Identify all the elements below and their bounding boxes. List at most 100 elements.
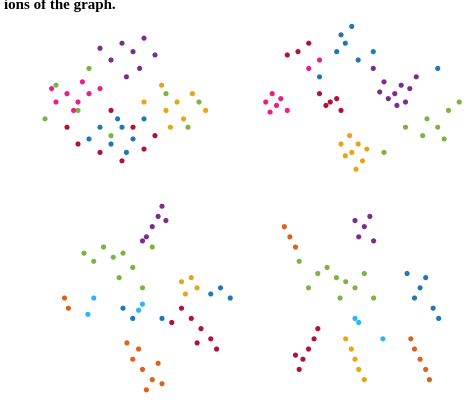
point bbox=[188, 315, 194, 321]
point bbox=[159, 315, 165, 321]
point bbox=[203, 107, 209, 113]
point-series bbox=[343, 336, 367, 383]
point bbox=[316, 57, 323, 63]
point bbox=[278, 96, 284, 102]
point bbox=[141, 146, 147, 152]
point bbox=[424, 116, 430, 122]
point bbox=[185, 124, 191, 130]
point bbox=[119, 158, 125, 164]
point bbox=[130, 136, 136, 142]
point bbox=[359, 158, 366, 164]
point bbox=[370, 65, 376, 71]
point bbox=[174, 99, 180, 105]
point bbox=[143, 387, 149, 393]
point bbox=[149, 224, 155, 230]
point bbox=[159, 82, 165, 88]
point bbox=[334, 49, 340, 55]
point bbox=[75, 141, 81, 147]
point bbox=[353, 166, 359, 172]
point-series bbox=[281, 224, 432, 383]
point bbox=[323, 102, 329, 108]
point-series bbox=[338, 133, 370, 172]
point bbox=[441, 136, 447, 142]
point bbox=[267, 109, 273, 115]
point bbox=[316, 91, 323, 97]
point bbox=[85, 311, 91, 317]
point bbox=[149, 377, 155, 383]
point bbox=[349, 149, 355, 155]
point bbox=[139, 238, 146, 244]
point bbox=[61, 295, 68, 301]
point bbox=[371, 238, 377, 244]
point bbox=[119, 40, 125, 46]
point bbox=[324, 264, 330, 270]
scatter-panel bbox=[61, 203, 233, 393]
point bbox=[149, 244, 155, 250]
point bbox=[300, 356, 306, 362]
point bbox=[71, 107, 77, 113]
point-series bbox=[61, 295, 165, 393]
point bbox=[408, 336, 414, 342]
point bbox=[123, 74, 129, 80]
point bbox=[137, 65, 143, 71]
point-series bbox=[120, 285, 233, 321]
point bbox=[163, 217, 169, 224]
point bbox=[97, 149, 103, 155]
scatter-panel bbox=[281, 213, 442, 383]
point-series bbox=[370, 65, 419, 108]
point bbox=[352, 356, 358, 362]
point bbox=[295, 49, 301, 55]
point bbox=[296, 366, 302, 372]
point bbox=[342, 153, 348, 159]
point bbox=[86, 136, 92, 142]
point-series bbox=[141, 82, 209, 130]
point bbox=[123, 149, 129, 155]
point bbox=[227, 295, 233, 301]
point bbox=[377, 89, 383, 95]
point bbox=[110, 254, 116, 260]
point bbox=[108, 133, 114, 139]
point bbox=[120, 305, 126, 311]
point bbox=[342, 40, 348, 46]
point bbox=[435, 124, 441, 130]
point bbox=[334, 96, 340, 102]
point-series bbox=[139, 203, 169, 244]
point bbox=[381, 79, 387, 85]
point bbox=[86, 65, 92, 71]
point-series bbox=[178, 275, 200, 297]
point bbox=[163, 91, 169, 97]
point bbox=[305, 285, 312, 291]
point-series bbox=[81, 244, 155, 291]
point bbox=[214, 346, 220, 352]
point bbox=[407, 85, 413, 92]
point bbox=[404, 270, 410, 277]
point bbox=[182, 291, 188, 297]
point bbox=[292, 352, 299, 358]
point bbox=[178, 305, 185, 311]
point bbox=[115, 116, 121, 122]
point bbox=[394, 102, 400, 108]
point bbox=[163, 107, 169, 113]
point bbox=[136, 346, 142, 352]
point bbox=[208, 336, 214, 342]
point bbox=[356, 319, 362, 326]
point bbox=[49, 85, 55, 92]
point bbox=[333, 275, 339, 281]
point-series bbox=[292, 326, 321, 372]
point bbox=[189, 91, 195, 97]
caption-fragment: ions of the graph. bbox=[4, 0, 116, 13]
point bbox=[124, 340, 130, 346]
point bbox=[423, 366, 429, 372]
point bbox=[75, 99, 81, 105]
point bbox=[343, 279, 349, 285]
point bbox=[347, 133, 353, 139]
point bbox=[97, 45, 103, 51]
point bbox=[284, 107, 290, 113]
point bbox=[196, 99, 202, 105]
point bbox=[263, 99, 269, 105]
point bbox=[402, 124, 409, 130]
point bbox=[130, 49, 136, 55]
point bbox=[348, 346, 354, 352]
point bbox=[385, 96, 391, 102]
point bbox=[306, 40, 312, 46]
